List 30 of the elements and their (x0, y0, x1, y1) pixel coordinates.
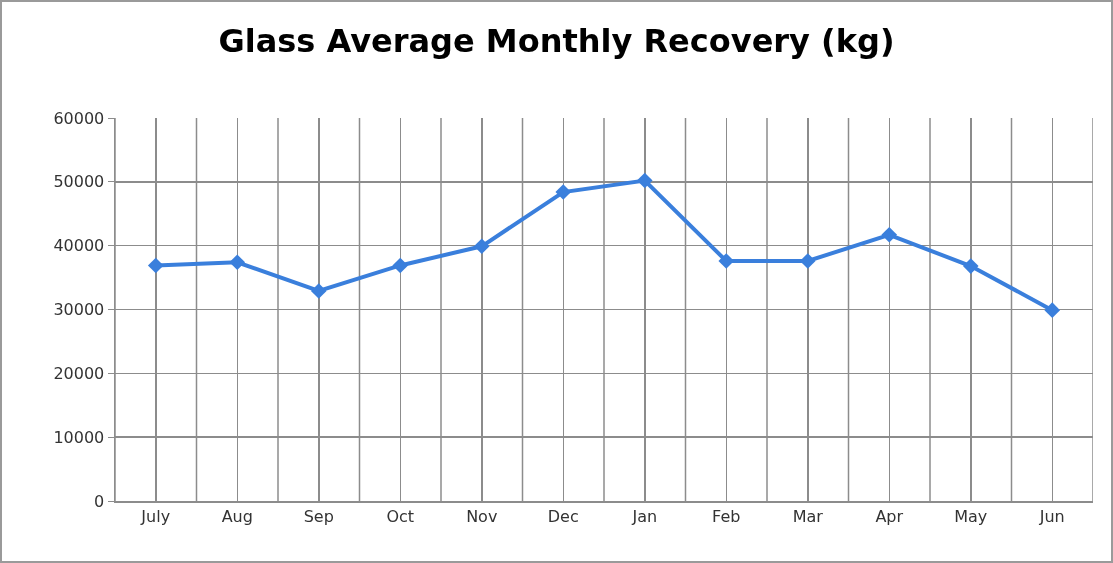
x-tick-label: Sep (303, 506, 334, 526)
point (555, 184, 572, 200)
y-tick-label: 30000 (53, 300, 105, 320)
y-tick-label: 40000 (53, 236, 105, 256)
point (881, 227, 898, 243)
y-tick-label: 10000 (53, 427, 105, 447)
point (310, 283, 327, 299)
y-tick-label: 60000 (53, 108, 105, 128)
y-tick-label: 50000 (53, 172, 105, 192)
x-tick-label: Oct (386, 506, 415, 526)
chart-title: Glass Average Monthly Recovery (kg) (218, 22, 895, 61)
x-tick-label: Feb (712, 506, 741, 526)
point (147, 257, 164, 274)
x-tick-label: Dec (547, 506, 579, 526)
x-tick-label: Jan (631, 506, 658, 526)
x-tick-label: July (140, 506, 171, 526)
point (473, 238, 490, 255)
x-tick-label: Apr (875, 506, 904, 526)
point (1044, 302, 1061, 318)
y-tick-label: 0 (94, 491, 105, 511)
y-tick-label: 20000 (53, 363, 105, 383)
point (962, 258, 979, 274)
x-tick-label: Mar (792, 506, 824, 526)
point (229, 254, 246, 271)
point (392, 257, 409, 274)
x-tick-label: Jun (1038, 506, 1065, 526)
point (636, 172, 653, 189)
x-tick-label: Nov (466, 506, 498, 526)
x-tick-label: May (954, 506, 988, 526)
x-tick-label: Aug (221, 506, 253, 526)
